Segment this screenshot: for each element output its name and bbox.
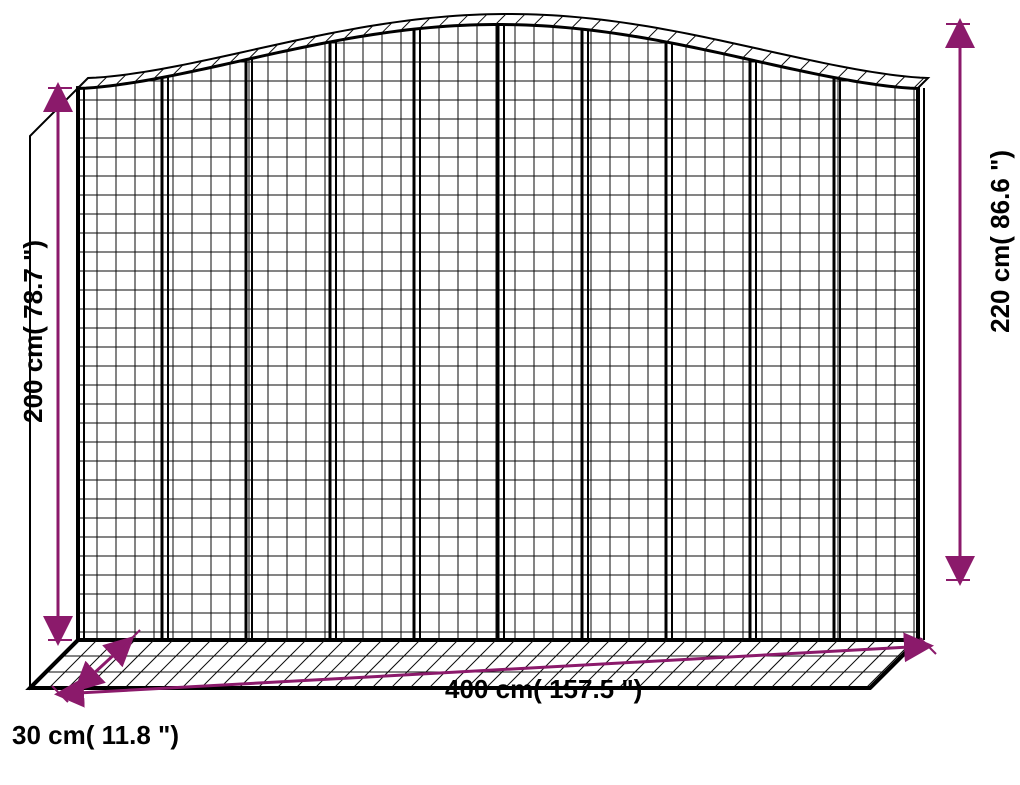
height-left-label: 200 cm( 78.7 ") <box>18 240 49 423</box>
diagram-svg <box>0 0 1020 785</box>
diagram-container: 200 cm( 78.7 ") 220 cm( 86.6 ") 400 cm( … <box>0 0 1020 785</box>
dimension-arrows <box>48 24 970 702</box>
width-label: 400 cm( 157.5 ") <box>445 674 642 705</box>
gabion-basket <box>30 14 928 688</box>
height-right-label: 220 cm( 86.6 ") <box>985 150 1016 333</box>
depth-label: 30 cm( 11.8 ") <box>12 720 179 751</box>
